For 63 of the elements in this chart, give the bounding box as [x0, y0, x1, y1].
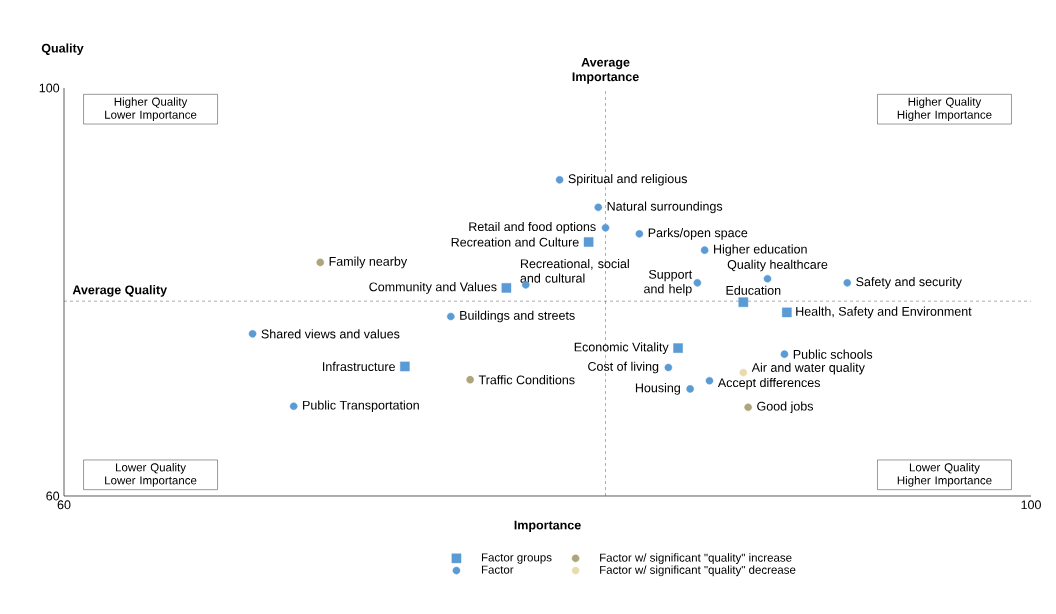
annotation: Shared views and values — [261, 329, 400, 339]
point — [664, 363, 673, 372]
annotation: Traffic Conditions — [478, 375, 575, 385]
legend-label: Factor w/ significant "quality" decrease — [600, 565, 796, 577]
point — [466, 375, 474, 384]
point — [289, 402, 298, 411]
legend-label: Factor — [481, 565, 514, 574]
annotation: Economic Vitality — [574, 342, 669, 354]
annotation: Air and water quality — [751, 362, 865, 375]
point — [594, 203, 603, 212]
annotation: Health, Safety and Environment — [796, 306, 972, 319]
annotation: Recreational, social and cultural — [520, 258, 629, 283]
x-axis-title: Importance — [514, 520, 581, 532]
annotation: Retail and food options — [469, 221, 596, 234]
point — [780, 350, 789, 359]
point — [693, 279, 702, 287]
annotation: Higher Quality Lower Importance — [105, 97, 197, 122]
ref-line-label: Average Importance — [572, 57, 639, 84]
point — [555, 176, 564, 184]
point — [763, 274, 772, 283]
point — [739, 368, 748, 377]
annotation: Public Transportation — [303, 400, 419, 413]
annotation: Infrastructure — [323, 361, 395, 372]
annotation: Public schools — [793, 349, 873, 359]
annotation: Recreation and Culture — [451, 237, 579, 247]
point — [700, 246, 709, 254]
annotation: Cost of living — [588, 361, 659, 374]
legend-label: Factor groups — [481, 553, 552, 564]
annotation: Accept differences — [717, 377, 820, 390]
legend-label: Factor w/ significant "quality" increase — [600, 553, 792, 564]
annotation: Community and Values — [369, 282, 497, 294]
annotation: Education — [726, 285, 781, 295]
point — [843, 279, 852, 287]
point — [248, 330, 257, 338]
point — [447, 312, 455, 321]
annotation: Lower Quality Lower Importance — [105, 462, 197, 487]
point — [673, 343, 683, 353]
annotation: Family nearby — [329, 256, 408, 269]
annotation: Spiritual and religious — [568, 173, 687, 186]
annotation: Safety and security — [856, 276, 962, 289]
point — [686, 385, 694, 393]
annotation: Buildings and streets — [460, 310, 575, 323]
y-axis-title: Quality — [41, 43, 84, 56]
point — [635, 230, 644, 238]
point — [705, 376, 714, 385]
annotation: Higher education — [714, 244, 807, 256]
ref-line-label: Average Quality — [72, 285, 168, 297]
point — [501, 283, 512, 293]
point — [738, 297, 749, 307]
point — [782, 307, 792, 318]
point — [583, 237, 594, 247]
point — [601, 223, 610, 232]
annotation: Housing — [635, 383, 680, 395]
annotation: Higher Quality Higher Importance — [897, 97, 992, 122]
annotation: Parks/open space — [648, 228, 748, 240]
annotation: Support and help — [644, 269, 693, 296]
annotation: Quality healthcare — [727, 259, 828, 272]
annotation: Lower Quality Higher Importance — [897, 462, 992, 487]
annotation: Natural surroundings — [607, 201, 723, 214]
annotation: Good jobs — [757, 401, 814, 414]
point — [316, 258, 325, 267]
point — [744, 403, 752, 412]
point — [400, 361, 410, 372]
